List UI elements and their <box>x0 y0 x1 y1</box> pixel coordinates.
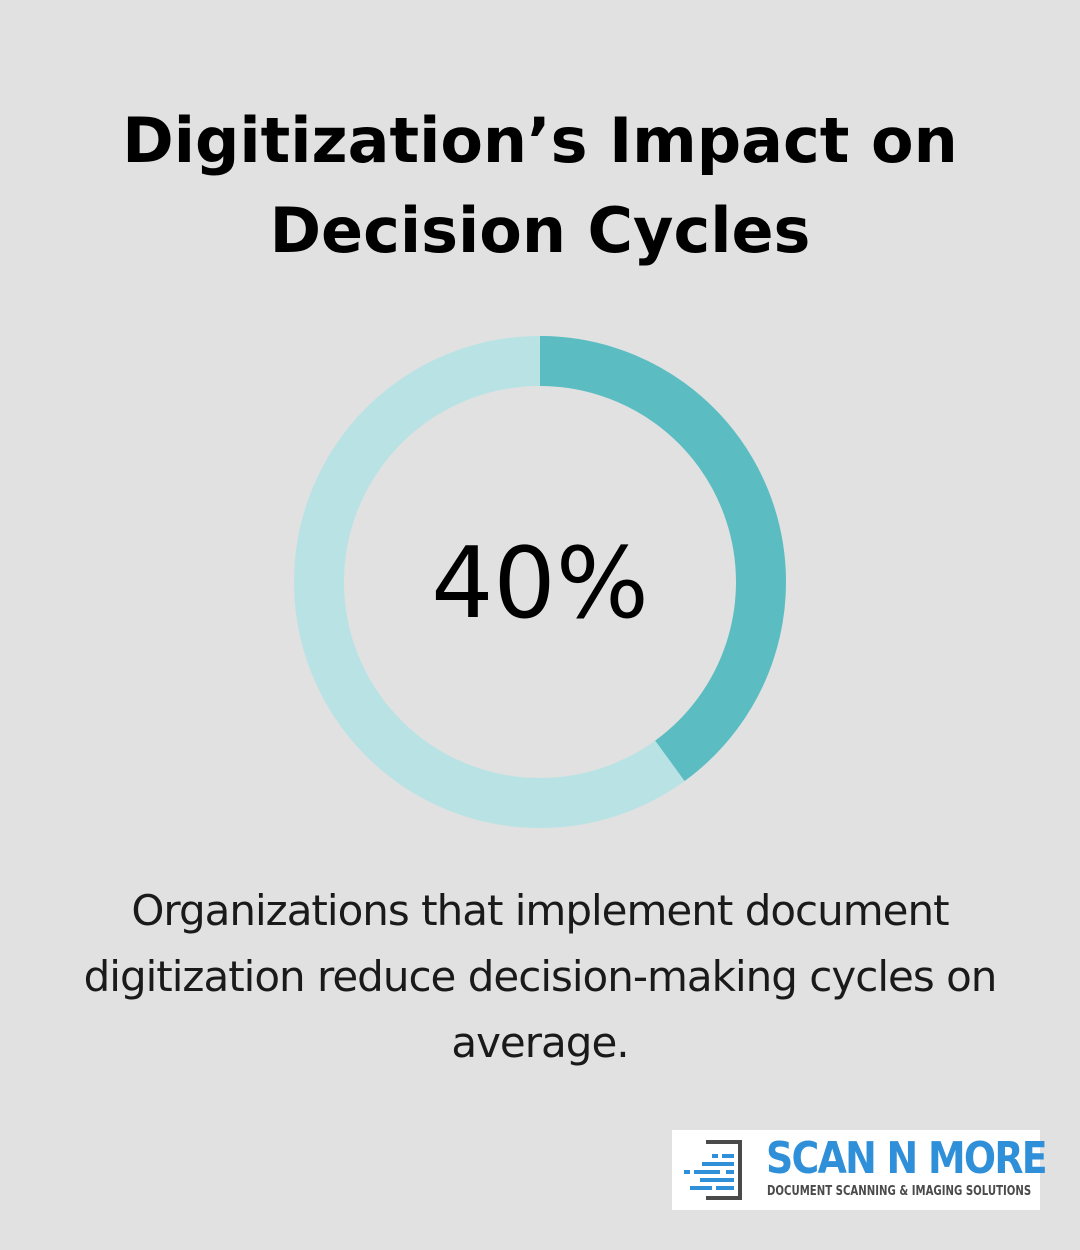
page-title: Digitization’s Impact on Decision Cycles <box>122 104 958 267</box>
donut-chart-svg: 40% <box>294 336 786 828</box>
center-percentage-label: 40% <box>431 527 649 641</box>
scanner-logo-icon <box>684 1140 742 1200</box>
donut-value-arc <box>539 336 786 781</box>
donut-chart: 40% <box>280 322 800 842</box>
logo-name: SCAN N MORE <box>766 1133 1048 1184</box>
description-text: Organizations that implement document di… <box>83 886 998 1067</box>
logo-tagline: DOCUMENT SCANNING & IMAGING SOLUTIONS <box>767 1184 1032 1199</box>
brand-logo: SCAN N MORE DOCUMENT SCANNING & IMAGING … <box>672 1130 1048 1210</box>
